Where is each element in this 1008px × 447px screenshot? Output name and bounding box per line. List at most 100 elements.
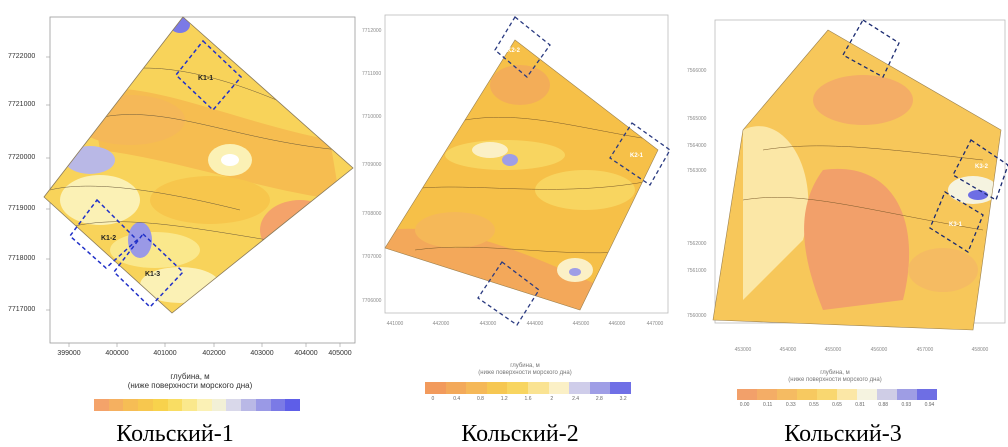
zone-k1-1 — [174, 39, 243, 112]
legend-title-line-2: (ниже поверхности морского дна) — [127, 381, 253, 390]
zone-k3-3 — [842, 19, 900, 78]
legend-swatch — [917, 389, 937, 400]
legend-swatch — [527, 382, 549, 394]
legend-swatch — [138, 399, 153, 411]
y-tick: 7560000 — [687, 313, 707, 319]
legend-title-line-1: глубина, м — [820, 370, 850, 376]
y-tick: 7563000 — [687, 168, 707, 174]
legend-title-line-2: (ниже поверхности морского дна) — [478, 370, 572, 376]
legend-tick: 0.8 — [476, 396, 484, 402]
legend-tick: 0.65 — [832, 402, 842, 408]
legend-swatch — [152, 399, 168, 411]
legend-swatch — [757, 389, 777, 400]
depth-map-kolskiy-1: K1-1 K1-2 K1-3 — [43, 16, 356, 347]
x-tick: 444000 — [526, 321, 544, 327]
legend-swatch — [737, 389, 757, 400]
zone-k1-3 — [113, 232, 185, 309]
legend-swatch — [837, 389, 857, 400]
x-tick: 399000 — [57, 350, 81, 357]
depth-map-kolskiy-2: K2-2 K2-1 K2-3 — [384, 14, 671, 326]
zone-k3-1 — [929, 191, 984, 253]
legend-title-line-1: глубина, м — [170, 372, 210, 381]
legend-swatch — [877, 389, 897, 400]
legend-swatch — [182, 399, 198, 411]
y-tick: 7719000 — [8, 205, 36, 212]
legend-tick: 0.94 — [924, 402, 935, 408]
x-tick: 443000 — [479, 321, 497, 327]
color-legend — [94, 399, 301, 411]
map-panel-kolskiy-2: K2-2 K2-1 K2-3 7712000 7711000 7710000 7… — [355, 0, 680, 447]
legend-swatch — [797, 389, 817, 400]
color-legend — [737, 389, 937, 400]
legend-swatch — [94, 399, 109, 411]
y-tick: 7564000 — [687, 143, 707, 149]
zone-k3-2 — [952, 139, 1008, 201]
zone-label-k1-2: K1-2 — [101, 235, 116, 242]
legend-swatch — [108, 399, 124, 411]
legend-swatch — [211, 399, 227, 411]
legend-tick: 2 — [550, 396, 554, 402]
zone-label-k3-3: K3-3 — [865, 46, 879, 52]
legend-swatch — [241, 399, 256, 411]
y-tick: 7566000 — [687, 68, 707, 74]
zone-label-k3-1: K3-1 — [949, 222, 963, 228]
zone-k2-3 — [477, 261, 540, 326]
zone-label-k2-3: K2-3 — [501, 294, 515, 300]
legend-title: глубина, м (ниже поверхности морского дн… — [60, 372, 320, 390]
legend-tick: 1.6 — [524, 396, 532, 402]
legend-swatch — [425, 382, 446, 394]
x-tick: 442000 — [432, 321, 450, 327]
legend-title: глубина, м (ниже поверхности морского дн… — [425, 363, 625, 377]
legend-tick: 2.4 — [572, 396, 580, 402]
legend-swatch — [817, 389, 837, 400]
y-tick: 7708000 — [362, 211, 382, 217]
legend-tick: 0.88 — [878, 402, 889, 408]
legend-tick: 0.33 — [785, 402, 796, 408]
x-tick: 447000 — [646, 321, 664, 327]
x-tick: 404000 — [294, 350, 318, 357]
legend-title: глубина, м (ниже поверхности морского дн… — [735, 370, 935, 384]
x-tick: 401000 — [153, 350, 177, 357]
legend-swatch — [857, 389, 877, 400]
x-tick: 446000 — [608, 321, 626, 327]
legend-ticks: 0 0.4 0.8 1.2 1.6 2 2.4 2.8 3.2 — [421, 396, 635, 402]
legend-swatch — [610, 382, 631, 394]
y-tick: 7706000 — [362, 298, 382, 304]
zone-k2-1 — [609, 122, 671, 186]
legend-swatch — [777, 389, 797, 400]
x-tick: 405000 — [328, 350, 352, 357]
x-tick: 445000 — [572, 321, 590, 327]
zone-label-k2-1: K2-1 — [630, 153, 644, 159]
zone-k2-2 — [494, 16, 551, 78]
legend-tick: 0.81 — [855, 402, 865, 408]
legend-swatch — [507, 382, 528, 394]
x-tick: 402000 — [202, 350, 226, 357]
map-caption: Кольский-1 — [116, 421, 234, 447]
map-caption: Кольский-2 — [461, 421, 579, 447]
zone-label-k1-3: K1-3 — [145, 271, 160, 278]
x-tick: 455000 — [824, 347, 842, 353]
legend-swatch — [589, 382, 611, 394]
legend-tick: 1.2 — [500, 396, 508, 402]
zone-label-k3-2: K3-2 — [975, 164, 989, 170]
y-tick: 7718000 — [8, 255, 36, 262]
legend-tick: 0.00 — [739, 402, 750, 408]
zone-label-k1-1: K1-1 — [198, 75, 213, 82]
legend-tick: 2.8 — [595, 396, 603, 402]
legend-swatch — [466, 382, 487, 394]
x-tick: 453000 — [734, 347, 752, 353]
x-tick: 400000 — [105, 350, 129, 357]
legend-swatch — [270, 399, 286, 411]
legend-swatch — [197, 399, 212, 411]
map-panel-kolskiy-1: K1-1 K1-2 K1-3 7722000 7721000 7720000 7… — [0, 0, 360, 447]
zone-k1-2 — [68, 198, 139, 270]
color-legend — [425, 382, 631, 394]
legend-swatch — [548, 382, 570, 394]
legend-swatch — [226, 399, 242, 411]
legend-ticks: 0.00 0.11 0.33 0.55 0.65 0.81 0.88 0.93 0.94 — [733, 402, 941, 408]
legend-title-line-1: глубина, м — [510, 363, 540, 369]
legend-tick: 0.55 — [809, 402, 819, 408]
legend-swatch — [255, 399, 271, 411]
map-panel-kolskiy-3: K3-3 K3-2 K3-1 7566000 7565000 7564000 7… — [683, 0, 1008, 447]
x-tick: 456000 — [870, 347, 888, 353]
